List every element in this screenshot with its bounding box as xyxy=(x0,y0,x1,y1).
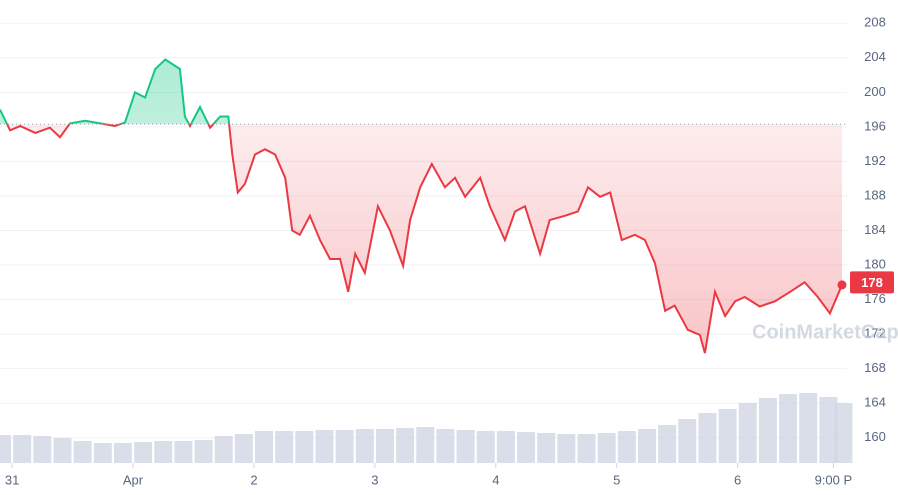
volume-bar xyxy=(315,430,334,463)
volume-bar xyxy=(758,398,777,463)
volume-bar xyxy=(637,429,656,463)
volume-bar xyxy=(194,440,213,463)
volume-bar xyxy=(335,430,354,463)
price-line-up xyxy=(0,58,231,125)
volume-bar xyxy=(557,434,576,463)
volume-bar xyxy=(73,441,92,463)
y-tick-label: 168 xyxy=(864,360,886,375)
volume-bar xyxy=(738,403,757,463)
volume-bar xyxy=(214,436,233,463)
volume-bar xyxy=(255,431,274,463)
volume-bar xyxy=(799,393,818,463)
y-tick-label: 184 xyxy=(864,222,886,237)
volume-bar xyxy=(476,431,495,463)
volume-bar xyxy=(436,429,455,463)
volume-bar xyxy=(113,443,132,463)
y-tick-label: 196 xyxy=(864,118,886,133)
y-tick-label: 164 xyxy=(864,395,886,410)
volume-bar xyxy=(537,433,556,463)
last-point xyxy=(837,280,847,290)
x-tick-label: 9:00 P xyxy=(815,472,853,487)
watermark: CoinMarketCap xyxy=(752,321,898,343)
volume-bar xyxy=(698,413,717,463)
volume-bar xyxy=(597,433,616,463)
volume-bar xyxy=(718,409,737,463)
volume-bar xyxy=(13,435,32,463)
area-down xyxy=(0,124,842,354)
volume-bar xyxy=(396,428,415,463)
y-tick-label: 160 xyxy=(864,429,886,444)
volume-bar xyxy=(134,442,153,463)
volume-bar xyxy=(517,432,536,463)
volume-bar xyxy=(53,438,72,463)
volume-bar xyxy=(375,429,394,463)
volume-bar xyxy=(456,430,475,463)
y-tick-label: 200 xyxy=(864,84,886,99)
volume-bar xyxy=(819,397,838,463)
price-tag-label: 178 xyxy=(861,275,883,290)
price-tag xyxy=(850,271,894,294)
x-tick-label: 31 xyxy=(5,472,19,487)
y-tick-label: 176 xyxy=(864,291,886,306)
x-tick-label: 6 xyxy=(734,472,741,487)
volume-bar xyxy=(416,427,435,463)
volume-bar xyxy=(496,431,515,463)
volume-bar xyxy=(355,429,374,463)
y-tick-label: 204 xyxy=(864,49,886,64)
y-tick-label: 208 xyxy=(864,15,886,30)
volume-bar xyxy=(577,434,596,463)
x-tick-label: Apr xyxy=(123,472,144,487)
volume-bar xyxy=(33,436,52,463)
x-tick-label: 3 xyxy=(371,472,378,487)
area-up xyxy=(0,59,230,125)
volume-bar xyxy=(834,403,853,463)
volume-bar xyxy=(658,425,677,463)
x-tick-label: 4 xyxy=(492,472,499,487)
x-tick-label: 2 xyxy=(250,472,257,487)
volume-bar xyxy=(275,431,294,463)
volume-bar xyxy=(174,441,193,463)
volume-bar xyxy=(234,434,253,463)
y-tick-label: 192 xyxy=(864,153,886,168)
y-tick-label: 172 xyxy=(864,326,886,341)
volume-bar xyxy=(295,431,314,463)
x-tick-label: 5 xyxy=(613,472,620,487)
volume-bar xyxy=(617,431,636,463)
y-tick-label: 180 xyxy=(864,256,886,271)
volume-bar xyxy=(678,419,697,463)
volume-bar xyxy=(0,435,12,463)
price-line-down xyxy=(6,124,843,354)
volume-bar xyxy=(93,443,112,463)
volume-bar xyxy=(154,441,173,463)
y-tick-label: 188 xyxy=(864,187,886,202)
volume-bar xyxy=(779,394,798,463)
